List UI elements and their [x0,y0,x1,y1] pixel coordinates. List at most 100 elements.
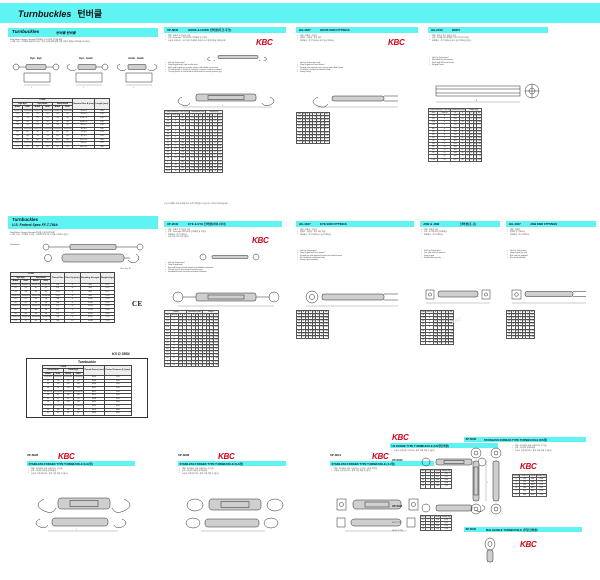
table-row: 5/16 28 14 9 22 12 0.11 [505,316,536,321]
panel-bullets-hg4037-eye: 재질 : 단조강 / 합금강 열처리 : 담금질 · 뜨임 처리 적용 표면처리… [297,229,407,236]
table-cell: 19.0 [186,350,193,355]
table-cell: 0.21 [440,475,452,480]
table-cell: 5/8 [50,318,65,324]
panel-bullets-xp2040: 재질 : 단조강 및 합금강 사용 용도 : Wire rope 와이어로프 장… [165,229,251,239]
table-header-cell: Weight (Kg) [535,473,548,479]
table-cell: 82 [42,144,53,150]
table-row: 1/2 12 304 16 12.7 41 20 14 32 17 6.4 0.79 [164,140,223,146]
panel-name-xp6845: HOOK & HOOK 턴버클(후크-후크) [188,28,232,33]
table-cell: 1.27 [213,347,220,352]
kbc-logo-6: KBC [372,452,389,461]
table-header-cell: Size (d) [511,473,521,479]
panel-code-xp6011: XP-6011 [330,453,342,457]
table-header-row: Size A B C D E F Wt. [295,309,330,315]
kbc-logo-1: KBC [256,38,273,47]
spec-table: Size Take Up A B C D Wt. 1/4 4 101 12 8 19 0.14 5/16 4 1… [419,309,455,346]
panel-table-xp2040: Thread Dimensions (mm) Weight Size Take Up A B… [163,309,220,367]
table-row: 1 12 304 29 25.4 70 35 25 57 32 13 3.70 [164,159,223,164]
panel-subcode-xp6040-a: XP-6040 [392,459,403,462]
table-cell: 1 [505,334,513,339]
table-cell: 5/16 [427,123,439,128]
table-cell: 9.5 [319,130,325,135]
table-row: 1/2 6 152 16 12.7 41 20 14 32 17 6.4 0.54 [164,134,223,139]
section-1-type-drawings: Eye - Eye L Eye - Hook L Hook - Hook [12,56,158,89]
table-group-header: Thread Diameter & Take Up (in) [163,109,191,115]
panel-features-hg4037-eye: Hot Dip Galvanized Drop forged and heat … [297,250,407,262]
table-cell: 0.11 [529,316,536,321]
table-group-header: Thread Diameter & Take Up [427,107,452,113]
table-cell: 13-90-29 [52,404,64,409]
table-row: 3/8 32 16 11 25 13 0.19 [505,319,536,324]
table-cell: 152 [450,123,460,128]
spec-table: Thread Dimensions (mm) Weight Size Take Up A B… [163,309,220,367]
table-cell: 7.9 [189,125,196,130]
table-cell: 6 [169,328,179,333]
table-header-row: Size Take Up A B C D E F G H J Wt. [164,313,220,318]
table-row: 1 70 35 25 57 32 13 1.76 [296,136,330,141]
table-cell: 6 [169,319,179,324]
panel-features-hg2010: Hot Dip Galvanized Machined by hot formi… [429,57,539,67]
panel-name-xp6049: MALLEABLE TURNBUCKLE (주철 턴버클) [486,528,538,532]
table-cell: 0.25 [535,483,548,488]
table-cell: 4.8 [319,121,325,126]
table-cell: 16 [212,168,218,173]
table-row: 1 18 457 29 25.4 70 35 25 57 32 13 4.50 [164,162,223,167]
table-cell: 9.5 [182,316,188,321]
table-cell: 3/4 [419,334,427,339]
panel-code-xp6095: XP-6095 [27,453,39,457]
table-header-cell: Size [295,309,303,315]
table-cell: 0.12 [440,472,452,477]
table-cell: 4.50 [448,340,455,346]
table-row: 3/8 32 16 11 25 13 4.8 0.13 [295,319,330,324]
panel-bullets-hg4037-hook: 재질 : 단조강 / 합금강 열처리 : 담금질 · 뜨임 처리 표면처리 : … [297,35,387,42]
table-cell: 304 [450,138,460,144]
table-row: 72 72 82 82 92 92 5/8 x 12 300 [11,144,110,150]
table-cell: 7/8 [427,151,439,156]
table-cell: 1.30 [99,318,116,324]
table-cell: 6.4 [189,116,196,121]
table-cell: 21 [9,318,22,324]
table-row: 5/8 12 304 19 15.9 51 25 17 38 21 8.0 1.27 [164,147,223,152]
table-cell: 4.8 [319,319,325,324]
table-cell: 400 [519,492,530,497]
table-cell: 13-90-11 [42,375,54,380]
table-row: 1/4 6 152 25 12 8 19 0.07 [427,117,483,122]
table-cell: 12 [169,359,179,364]
table-cell: 0.12 [213,319,220,324]
panel-code-hg4037-jaw: HG-4037 [509,222,521,227]
table-row: 5/16 4 101 11 7.9 28 14 9 22 12 4.0 0.16 [164,122,223,127]
table-group-header: Weight (Kg) [465,107,483,113]
table-cell: 1.32 [323,133,330,138]
table-cell: 12 [425,331,434,336]
table-row: 3/8 9 228 13 9.5 32 16 11 25 13 4.8 0.34 [164,131,223,136]
table-cell: 6.4 [186,319,193,324]
table-row: 5/16 28 14 9 22 12 4.0 0.08 [295,316,330,321]
table-cell: 0.10 [216,116,223,121]
table-cell: 51 [72,411,84,416]
table-row: 1/2 41 20 14 32 17 6.4 0.26 [295,322,330,327]
panel-bullets-jaw: 재질 : 단조강 사용 용도 : 와이어로프 장력조절용 표면처리 : 전기아연… [421,229,495,236]
table-row: 1/4 4 101 25 12 8 19 0.05 [427,114,483,119]
table-cell: 41 [458,138,467,144]
table-row: 10 250 M10 0.25 [511,483,548,488]
ks-block-title: Turnbuckle [77,360,97,364]
table-row: 12 1 12 220 0.58 [420,527,452,532]
table-row: 1-1/4 18 457 83 41 29 70 4.60 [427,157,483,162]
table-cell: 9.5 [319,328,325,333]
table-row: 16 1 16 280 1.10 [420,484,452,489]
table-cell: 6.4 [212,134,218,139]
table-header-cell: L (T) [424,468,431,474]
table-cell: 0.16 [476,126,483,131]
table-cell: 1 [427,154,439,159]
table-header-cell: Size [505,309,513,315]
table-row: 1/4 25 12 8 19 10 0.07 [505,313,536,318]
table-row: 1 12 304 35 25 57 4.50 [419,340,455,346]
table-row: 13-69-41 13-69-xx 13-69-51 13-69-xx 13-69-61… [11,126,110,132]
table-cell: 7/8 [296,133,303,138]
table-cell: 13 [209,359,215,364]
table-cell: 13-69-11 [11,108,24,114]
table-cell: 3/8 [427,129,439,134]
table-row: 1/4 25 12 8 19 10 3.2 0.05 [296,115,330,120]
table-header-cell: B [458,111,467,116]
table-cell: 2.26 [476,154,483,159]
